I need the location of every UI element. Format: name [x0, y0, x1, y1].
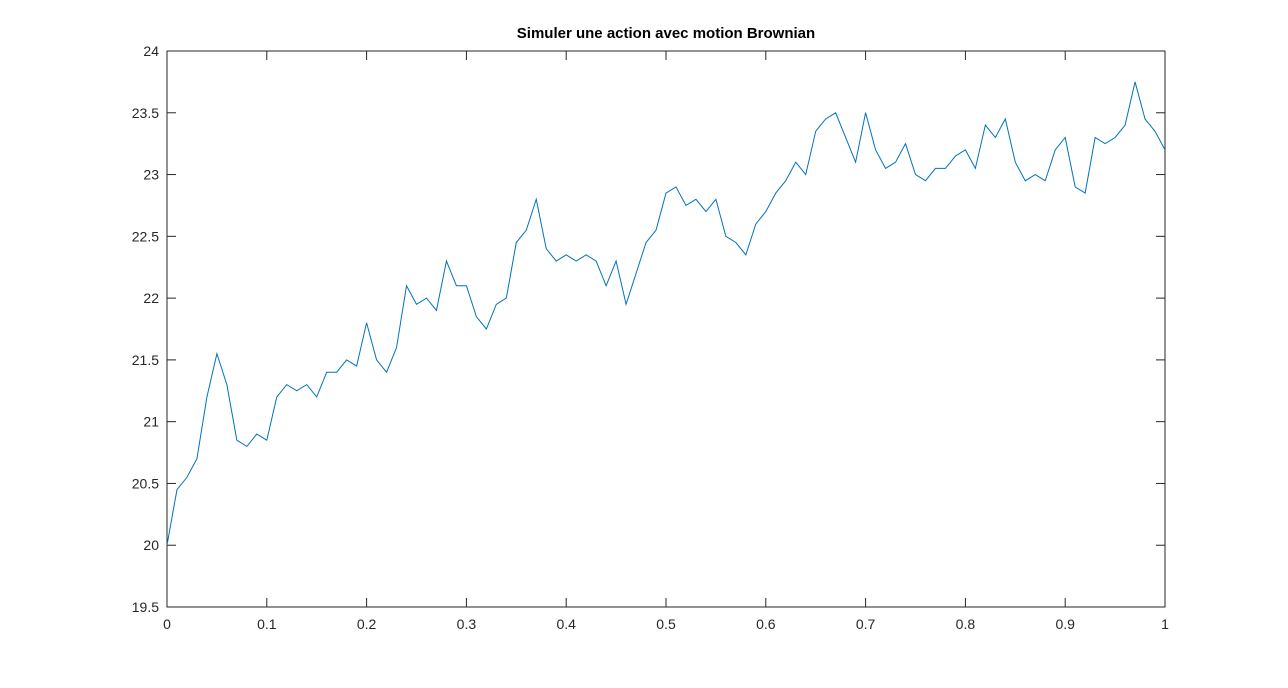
y-tick-label: 23: [143, 167, 159, 183]
x-tick-label: 0.7: [856, 616, 876, 632]
y-tick-label: 21.5: [132, 352, 159, 368]
x-tick-label: 0.9: [1055, 616, 1075, 632]
y-tick-label: 20: [143, 537, 159, 553]
line-series: [166, 81, 1166, 546]
x-tick-label: 0: [163, 616, 171, 632]
y-tick-label: 21: [143, 414, 159, 430]
x-tick-label: 0.1: [257, 616, 277, 632]
chart-title: Simuler une action avec motion Brownian: [517, 25, 815, 42]
y-tick-label: 19.5: [132, 599, 159, 615]
x-tick-label: 0.8: [956, 616, 976, 632]
y-tick-label: 22: [143, 290, 159, 306]
x-tick-label: 0.2: [357, 616, 377, 632]
y-tick-label: 24: [143, 43, 159, 59]
x-tick-label: 0.6: [756, 616, 776, 632]
y-tick-label: 22.5: [132, 228, 159, 244]
x-tick-label: 0.3: [457, 616, 477, 632]
x-tick-label: 0.5: [656, 616, 676, 632]
x-tick-label: 1: [1161, 616, 1169, 632]
y-tick-label: 23.5: [132, 105, 159, 121]
x-tick-label: 0.4: [556, 616, 576, 632]
y-tick-label: 20.5: [132, 475, 159, 491]
